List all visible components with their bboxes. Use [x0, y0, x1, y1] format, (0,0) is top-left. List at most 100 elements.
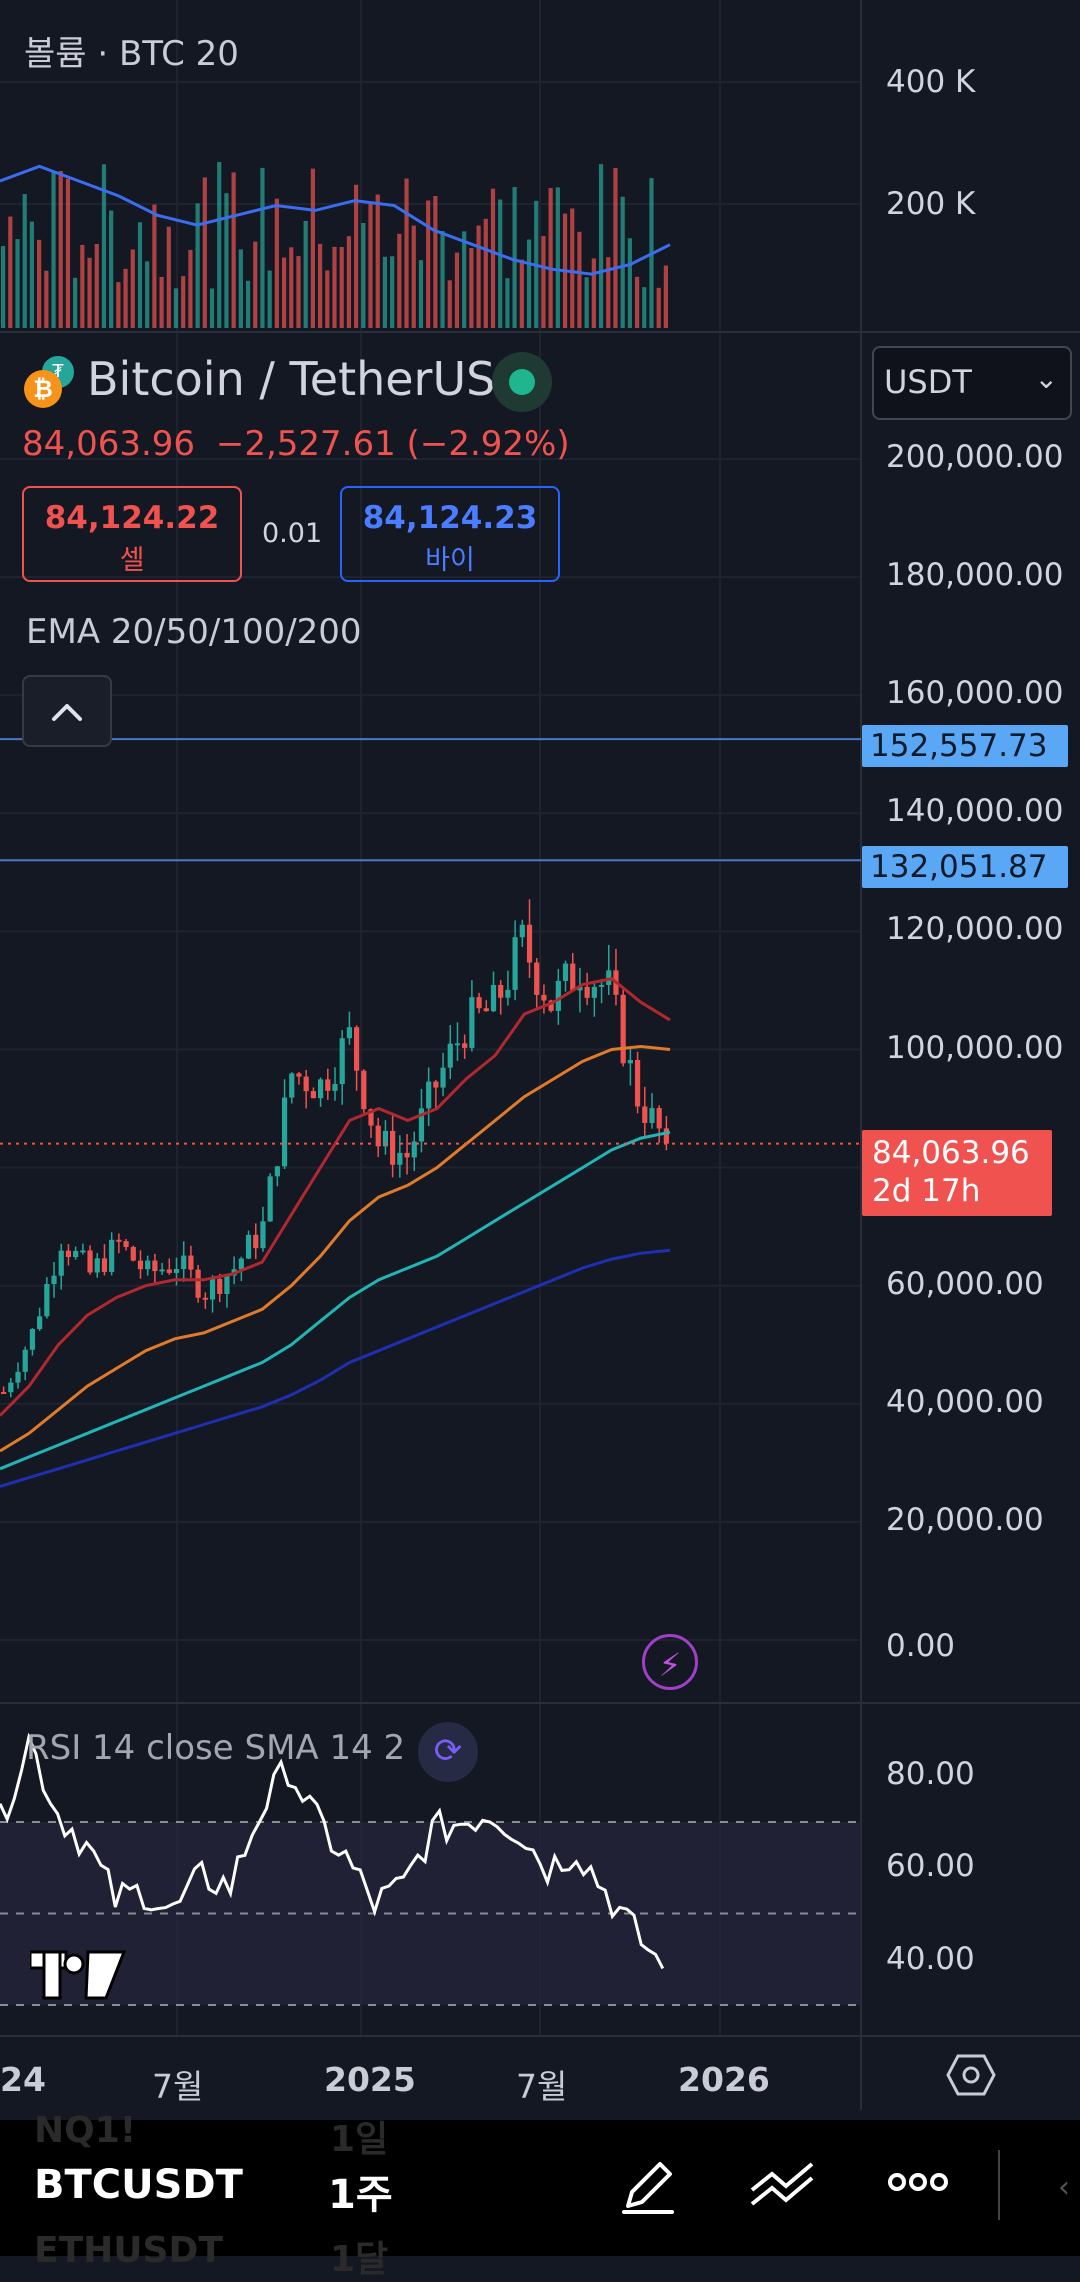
time-axis-label: 2026 — [678, 2060, 770, 2099]
volume-bar — [577, 231, 582, 328]
candle — [440, 1067, 446, 1088]
ema-100-line — [0, 1130, 671, 1471]
volume-bar — [584, 277, 589, 328]
candle — [209, 1278, 216, 1300]
spread-value: 0.01 — [262, 518, 323, 549]
candle — [411, 1141, 417, 1158]
currency-value: USDT — [884, 363, 972, 401]
bitcoin-coin-icon: ₿ — [24, 370, 62, 408]
volume-bar — [159, 276, 164, 328]
volume-bar — [505, 278, 510, 328]
time-axis-label: 7월 — [152, 2067, 204, 2106]
horizontal-line-1-tag: 152,557.73 — [862, 725, 1068, 767]
current-price-tag: 84,063.96 2d 17h — [862, 1130, 1052, 1216]
volume-bar — [181, 276, 186, 328]
candle — [195, 1269, 201, 1298]
volume-bar — [260, 167, 265, 328]
pen-icon[interactable] — [618, 2156, 678, 2220]
candle — [332, 1084, 338, 1091]
candle — [87, 1250, 93, 1273]
candle — [58, 1250, 64, 1276]
volume-bar — [217, 162, 222, 328]
hexagon-settings-icon[interactable] — [946, 2052, 996, 2102]
candle — [8, 1382, 14, 1393]
more-dots-icon[interactable] — [888, 2170, 948, 2198]
candle — [505, 989, 511, 998]
buy-button[interactable]: 84,124.23 바이 — [340, 486, 560, 582]
volume-bar — [245, 280, 251, 328]
candle — [526, 924, 533, 963]
candle — [152, 1260, 158, 1272]
candle — [224, 1275, 230, 1295]
volume-bar — [58, 171, 63, 328]
sell-button[interactable]: 84,124.22 셀 — [22, 486, 242, 582]
price-axis-label: 120,000.00 — [886, 911, 1064, 948]
volume-bar — [202, 177, 207, 328]
candle — [44, 1283, 50, 1317]
price-candles — [1, 899, 669, 1398]
volume-bar — [634, 276, 640, 328]
candle — [498, 984, 504, 998]
candle — [469, 997, 475, 1048]
volume-title: 볼륨 · BTC 20 — [24, 34, 239, 74]
collapse-indicators-button[interactable] — [22, 675, 112, 747]
candle — [274, 1166, 280, 1177]
volume-axis-label: 200 K — [886, 186, 976, 222]
volume-bar — [526, 239, 532, 328]
volume-bar — [462, 231, 467, 328]
candle — [570, 963, 576, 991]
interval-button[interactable]: 1주 — [328, 2172, 393, 2218]
chevron-left-icon[interactable]: ‹ — [1058, 2170, 1070, 2205]
volume-bar — [1, 246, 6, 328]
bar-countdown: 2d 17h — [872, 1173, 981, 1209]
volume-bar — [591, 258, 596, 328]
volume-bar — [310, 168, 315, 328]
volume-bar — [476, 225, 481, 328]
volume-bar — [224, 193, 229, 328]
lightning-icon[interactable]: ⚡ — [642, 1634, 698, 1690]
volume-bar — [94, 243, 99, 328]
candle — [267, 1176, 273, 1222]
rsi-line — [0, 1732, 665, 1970]
price-axis-label: 140,000.00 — [886, 793, 1064, 830]
volume-bar — [289, 247, 294, 328]
candle — [642, 1106, 648, 1123]
candle — [296, 1073, 302, 1077]
buy-label: 바이 — [425, 545, 475, 576]
volume-bar — [332, 246, 337, 328]
candle — [188, 1255, 194, 1270]
volume-bar — [37, 239, 42, 328]
candle — [15, 1371, 21, 1383]
candle — [130, 1246, 136, 1261]
volume-bar — [137, 222, 143, 328]
rsi-band-fill — [0, 1822, 861, 2005]
volume-bar — [109, 210, 114, 328]
price-axis-label: 60,000.00 — [886, 1265, 1044, 1302]
candle — [310, 1091, 316, 1099]
candle — [317, 1079, 324, 1099]
volume-bar — [426, 200, 431, 328]
candle — [433, 1081, 439, 1088]
ghost-interval-bottom: 1달 — [330, 2239, 389, 2280]
candle — [145, 1260, 151, 1270]
trend-lines-icon[interactable] — [748, 2160, 818, 2214]
volume-ma-line — [0, 164, 671, 276]
volume-bar — [512, 187, 517, 328]
price-axis-label: 100,000.00 — [886, 1029, 1064, 1066]
refresh-icon[interactable]: ⟳ — [418, 1722, 478, 1782]
candle — [101, 1258, 108, 1272]
currency-select[interactable]: USDT ⌄ — [872, 346, 1072, 420]
rsi-title[interactable]: RSI 14 close SMA 14 2 — [26, 1728, 406, 1768]
candle — [245, 1234, 252, 1259]
ghost-interval-top: 1일 — [330, 2119, 389, 2160]
ema-indicator-label[interactable]: EMA 20/50/100/200 — [26, 612, 362, 652]
volume-bar — [570, 208, 575, 328]
volume-bar — [613, 167, 618, 328]
volume-bar — [361, 222, 366, 328]
volume-bar — [188, 249, 193, 328]
symbol-button[interactable]: BTCUSDT — [34, 2162, 243, 2208]
ghost-symbol-top: NQ1! — [34, 2110, 137, 2151]
candle — [289, 1073, 295, 1098]
symbol-title[interactable]: Bitcoin / TetherUS — [87, 352, 496, 406]
